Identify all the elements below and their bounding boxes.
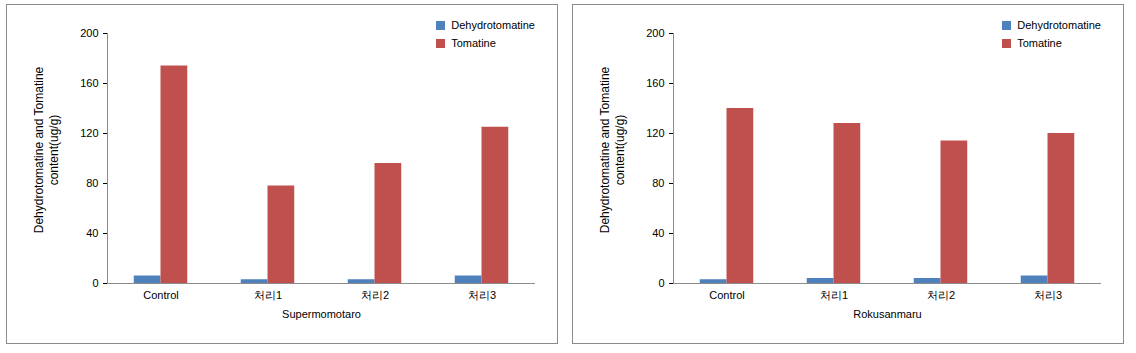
svg-text:처리2: 처리2	[361, 289, 389, 301]
html-text:Tomatine: Tomatine	[451, 37, 496, 49]
svg-text:80: 80	[86, 177, 98, 189]
svg-text:40: 40	[86, 227, 98, 239]
html-text:Tomatine: Tomatine	[1017, 37, 1062, 49]
svg-text:처리3: 처리3	[1034, 289, 1062, 301]
svg-text:120: 120	[646, 127, 664, 139]
svg-text:Control: Control	[143, 289, 178, 301]
svg-text:Supermomotaro: Supermomotaro	[282, 308, 361, 320]
svg-text:Control: Control	[709, 289, 744, 301]
svg-text:처리2: 처리2	[927, 289, 955, 301]
svg-text:200: 200	[80, 27, 98, 39]
svg-text:160: 160	[646, 77, 664, 89]
html-text:Dehydrotomatine and Tomatine c: Dehydrotomatine and Tomatine content(ug/…	[598, 66, 627, 234]
svg-text:120: 120	[80, 127, 98, 139]
svg-text:처리1: 처리1	[820, 289, 848, 301]
svg-text:0: 0	[92, 277, 98, 289]
svg-text:200: 200	[646, 27, 664, 39]
svg-text:Rokusanmaru: Rokusanmaru	[853, 308, 921, 320]
html-text:Dehydrotomatine and Tomatine c: Dehydrotomatine and Tomatine content(ug/…	[32, 66, 61, 234]
svg-text:0: 0	[658, 277, 664, 289]
html-text:Dehydrotomatine: Dehydrotomatine	[451, 19, 535, 31]
html-text:Dehydrotomatine: Dehydrotomatine	[1017, 19, 1101, 31]
svg-text:40: 40	[652, 227, 664, 239]
svg-text:160: 160	[80, 77, 98, 89]
svg-text:처리3: 처리3	[468, 289, 496, 301]
svg-text:처리1: 처리1	[254, 289, 282, 301]
svg-text:80: 80	[652, 177, 664, 189]
